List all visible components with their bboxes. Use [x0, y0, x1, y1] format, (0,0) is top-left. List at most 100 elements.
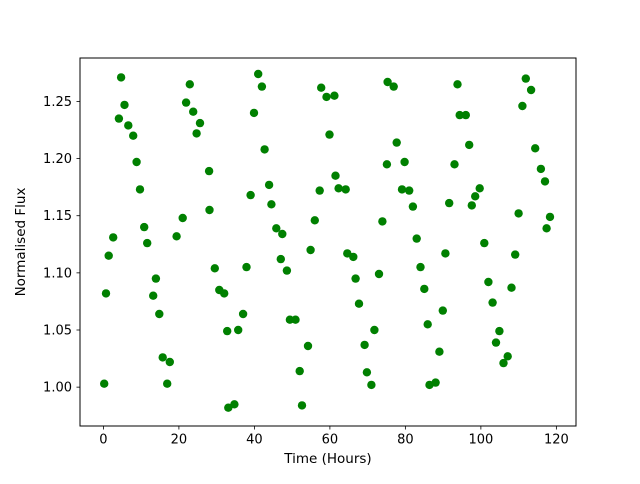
data-point	[514, 209, 523, 218]
data-point	[412, 234, 421, 243]
data-point	[503, 352, 512, 361]
data-point	[295, 366, 304, 376]
data-point	[545, 212, 555, 222]
data-point	[132, 157, 141, 167]
data-point	[400, 157, 409, 167]
data-point	[234, 325, 243, 335]
data-point	[178, 213, 187, 223]
data-point	[204, 166, 214, 176]
data-point	[267, 200, 276, 209]
data-point	[143, 238, 152, 248]
data-point	[322, 92, 331, 102]
data-point	[423, 320, 432, 329]
x-tick-label: 0	[99, 433, 107, 448]
data-point	[351, 274, 360, 283]
data-point	[315, 186, 324, 195]
data-point	[334, 184, 343, 193]
x-tick-label: 100	[468, 433, 493, 448]
data-point	[276, 254, 285, 264]
data-point	[189, 107, 198, 116]
data-point	[389, 82, 398, 91]
data-point	[441, 249, 450, 258]
data-point	[360, 340, 369, 350]
data-point	[450, 160, 459, 169]
data-point	[471, 192, 480, 201]
data-point	[378, 217, 387, 226]
y-tick-label: 1.00	[43, 381, 72, 396]
data-point	[101, 289, 111, 298]
data-point	[135, 185, 145, 194]
data-point	[297, 401, 307, 410]
data-point	[540, 177, 550, 186]
data-point	[405, 186, 414, 195]
data-point	[205, 205, 214, 215]
data-point	[158, 353, 167, 362]
data-point	[310, 216, 319, 225]
data-point	[116, 73, 126, 82]
data-point	[420, 284, 429, 294]
data-point	[246, 190, 255, 200]
data-point	[465, 140, 474, 150]
data-point	[330, 91, 339, 100]
data-point	[331, 171, 340, 180]
data-point	[172, 232, 181, 241]
data-point	[526, 85, 536, 95]
data-point	[382, 160, 392, 169]
data-point	[185, 80, 194, 89]
x-axis-ticks: 0 20 40 60 80 100 120	[99, 426, 569, 448]
data-point	[416, 262, 425, 272]
y-axis-label: Normalised Flux	[13, 188, 29, 297]
data-point	[354, 299, 364, 308]
data-point	[397, 185, 407, 194]
data-point	[480, 238, 489, 248]
data-point	[195, 118, 205, 128]
data-point	[374, 269, 384, 279]
data-point	[181, 98, 191, 107]
y-tick-label: 1.10	[43, 266, 72, 281]
x-tick-label: 20	[171, 433, 188, 448]
data-point	[499, 358, 508, 368]
data-point	[317, 83, 326, 92]
data-point	[282, 266, 292, 275]
data-point	[435, 347, 444, 356]
data-point	[242, 262, 251, 272]
data-point	[151, 274, 161, 283]
data-point	[249, 108, 259, 118]
data-point	[291, 315, 300, 324]
data-point	[210, 264, 219, 273]
data-point	[306, 245, 315, 255]
data-point	[224, 403, 233, 412]
data-point	[383, 77, 392, 87]
data-point	[114, 114, 124, 123]
data-point	[165, 357, 174, 367]
data-point	[511, 250, 520, 259]
data-point	[438, 306, 447, 315]
data-point	[192, 129, 201, 138]
data-points	[100, 69, 555, 412]
data-point	[518, 101, 527, 111]
data-point	[278, 229, 287, 239]
data-point	[467, 201, 476, 210]
data-point	[521, 74, 530, 83]
y-tick-label: 1.15	[43, 209, 72, 224]
y-axis-ticks: 1.00 1.05 1.10 1.15 1.20 1.25	[43, 95, 80, 396]
data-point	[223, 326, 232, 336]
data-point	[230, 400, 239, 409]
data-point	[362, 368, 372, 377]
data-point	[536, 164, 546, 174]
x-tick-label: 60	[322, 433, 339, 448]
data-point	[495, 326, 504, 336]
data-point	[140, 222, 149, 232]
y-tick-label: 1.20	[43, 152, 72, 167]
data-point	[475, 184, 484, 193]
data-point	[163, 379, 172, 388]
data-point	[149, 291, 158, 300]
data-point	[257, 82, 267, 91]
data-point	[155, 309, 164, 319]
data-point	[367, 380, 376, 390]
data-point	[461, 110, 470, 120]
data-point	[453, 80, 462, 89]
data-point	[431, 378, 440, 387]
